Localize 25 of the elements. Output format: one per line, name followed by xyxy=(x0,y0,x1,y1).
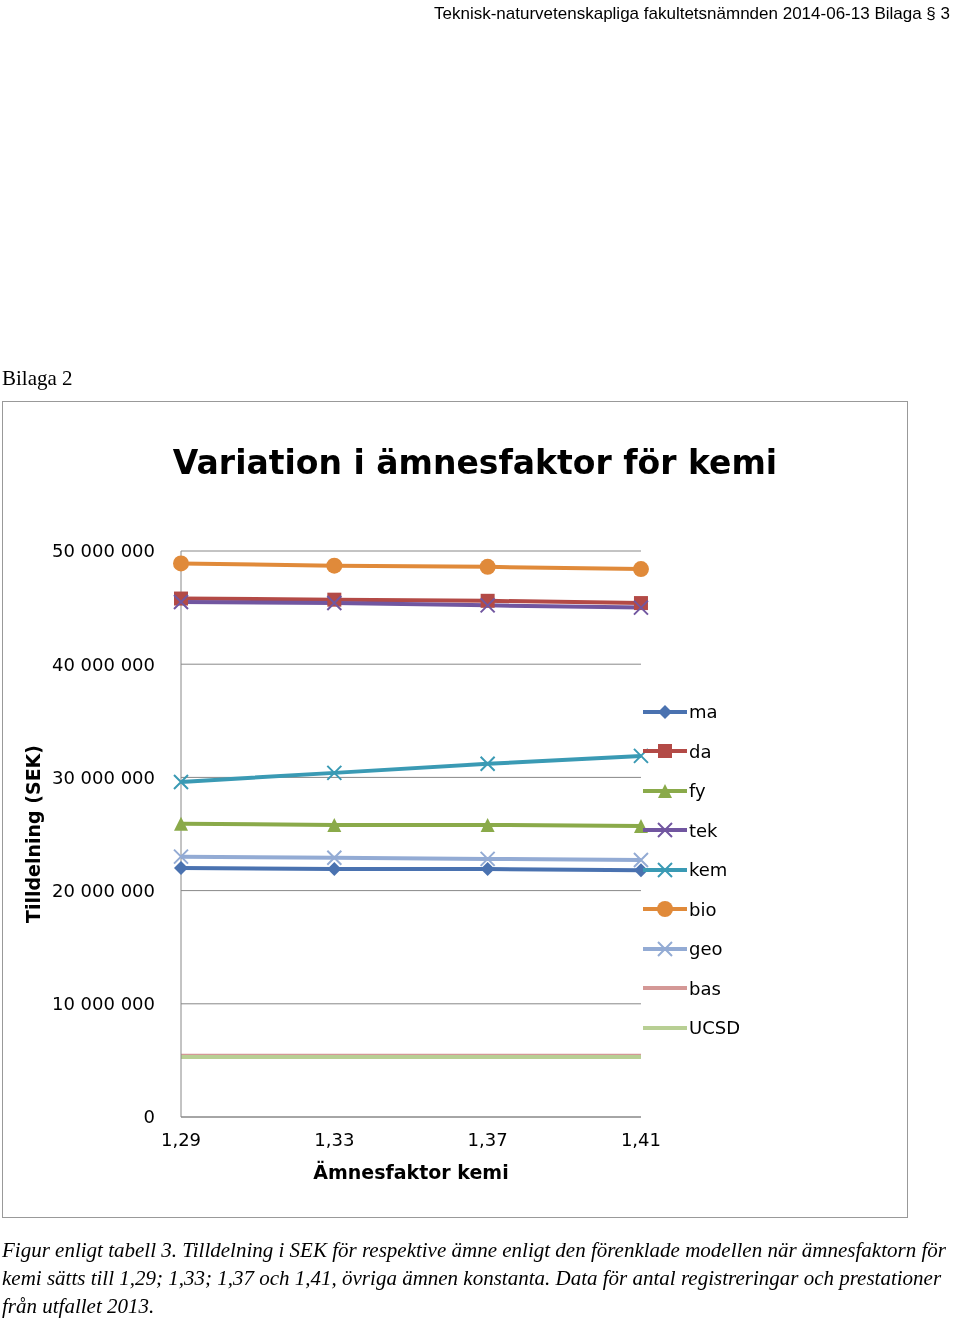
legend-label: da xyxy=(688,740,712,762)
y-tick-label: 30 000 000 xyxy=(51,766,155,788)
legend-label: bas xyxy=(688,977,721,999)
chart-title: Variation i ämnesfaktor för kemi xyxy=(171,441,779,484)
x-tick-label: 1,41 xyxy=(620,1128,662,1150)
y-tick-label: 20 000 000 xyxy=(51,879,155,901)
text: Figur enligt tabell 3. Tilldelning i SEK för respektive ämne enligt den förenklade modellen när ämnesfaktorn för kemi sätts till 1,29; 1,33; 1,37 och 1,41, övriga ämnen konstanta. Data för antal registreringar och prestationer från utfallet 2013. xyxy=(2,1237,947,1320)
x-tick-label: 1,29 xyxy=(160,1128,202,1150)
text: Bilaga 2 xyxy=(2,366,74,391)
legend-label: fy xyxy=(688,780,706,801)
x-tick-label: 1,37 xyxy=(467,1128,508,1150)
legend-label: kem xyxy=(688,859,728,880)
y-axis-title: Tilldelning (SEK) xyxy=(21,744,44,924)
x-axis-title: Ämnesfaktor kemi xyxy=(313,1160,509,1183)
legend-label: geo xyxy=(688,938,723,959)
legend-label: tek xyxy=(688,819,718,841)
text: Teknisk-naturvetenskapliga fakultetsnämnden 2014-06-13 Bilaga § 3 xyxy=(433,4,951,24)
y-tick-label: 40 000 000 xyxy=(51,653,155,675)
y-tick-label: 50 000 000 xyxy=(51,540,155,562)
y-tick-label: 0 xyxy=(143,1106,155,1128)
legend-label: ma xyxy=(688,701,718,722)
legend-label: bio xyxy=(688,898,717,920)
x-tick-label: 1,33 xyxy=(314,1128,355,1150)
legend-label: UCSD xyxy=(688,1017,740,1038)
y-tick-label: 10 000 000 xyxy=(51,993,155,1015)
